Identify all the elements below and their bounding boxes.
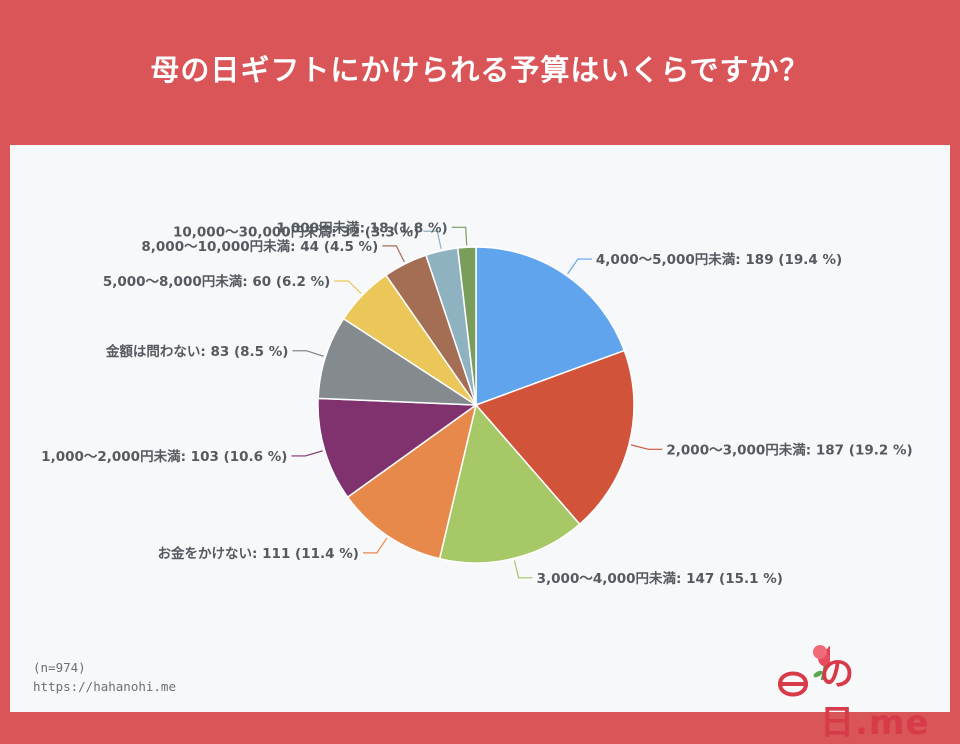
sample-size: (n=974) — [33, 660, 86, 675]
slice-label: 10,000～30,000円未満: 32 (3.3 %) — [173, 223, 419, 240]
leader-line — [292, 350, 324, 357]
leader-line — [291, 450, 323, 457]
slice-label: 1,000～2,000円未満: 103 (10.6 %) — [41, 448, 287, 465]
slice-label: 4,000～5,000円未満: 189 (19.4 %) — [596, 251, 842, 268]
leader-line — [382, 245, 405, 263]
leader-line — [362, 537, 388, 554]
pie-slice — [438, 403, 581, 564]
leader-line — [513, 560, 533, 579]
pie-slice — [474, 349, 635, 526]
leader-line — [423, 230, 442, 249]
leader-line — [567, 258, 592, 275]
slice-label: 2,000～3,000円未満: 187 (19.2 %) — [666, 441, 912, 458]
pie-slice — [317, 317, 479, 406]
pie-slice — [456, 246, 477, 406]
site-logo: の日.me — [770, 640, 940, 743]
slice-label: 1,000円未満: 18 (1.8 %) — [276, 219, 447, 236]
leader-line — [334, 280, 362, 294]
slice-label: 5,000～8,000円未満: 60 (6.2 %) — [103, 273, 330, 290]
page-title: 母の日ギフトにかけられる予算はいくらですか？ — [150, 52, 810, 87]
slice-label: 8,000～10,000円未満: 44 (4.5 %) — [141, 238, 378, 255]
source-url: https://hahanohi.me — [33, 679, 176, 694]
header: 母の日ギフトにかけられる予算はいくらですか？ — [0, 0, 960, 145]
logo-text: の日.me — [820, 654, 930, 743]
slice-label: 3,000～4,000円未満: 147 (15.1 %) — [537, 570, 783, 587]
pie-slice — [346, 403, 478, 560]
pie-slice — [475, 246, 626, 407]
leader-line — [630, 444, 663, 450]
chart-panel: 4,000～5,000円未満: 189 (19.4 %) 2,000～3,000円… — [10, 145, 950, 712]
pie-slice — [317, 397, 479, 499]
carnation-logo-icon — [777, 645, 830, 697]
slice-label: 金額は問わない: 83 (8.5 %) — [105, 343, 289, 360]
leader-line — [451, 226, 468, 246]
slice-label: お金をかけない: 111 (11.4 %) — [158, 545, 359, 562]
pie-chart: 4,000～5,000円未満: 189 (19.4 %) 2,000～3,000円… — [41, 219, 912, 587]
